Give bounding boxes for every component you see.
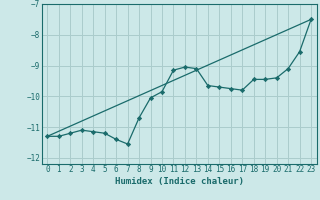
X-axis label: Humidex (Indice chaleur): Humidex (Indice chaleur) — [115, 177, 244, 186]
